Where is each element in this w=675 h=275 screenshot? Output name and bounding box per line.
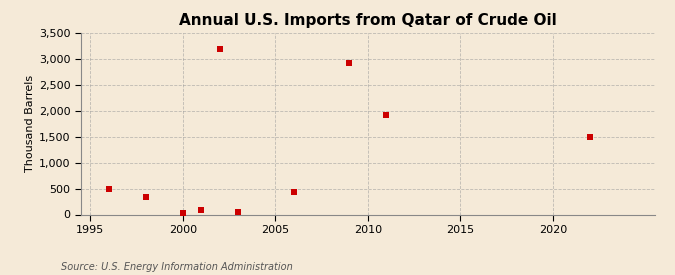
Point	[288, 190, 299, 194]
Point	[103, 186, 114, 191]
Y-axis label: Thousand Barrels: Thousand Barrels	[25, 75, 35, 172]
Point	[344, 60, 355, 65]
Text: Source: U.S. Energy Information Administration: Source: U.S. Energy Information Administ…	[61, 262, 292, 272]
Point	[233, 210, 244, 214]
Point	[196, 208, 207, 212]
Title: Annual U.S. Imports from Qatar of Crude Oil: Annual U.S. Imports from Qatar of Crude …	[179, 13, 557, 28]
Point	[215, 47, 225, 51]
Point	[381, 113, 392, 117]
Point	[585, 134, 595, 139]
Point	[140, 195, 151, 200]
Point	[178, 211, 188, 216]
